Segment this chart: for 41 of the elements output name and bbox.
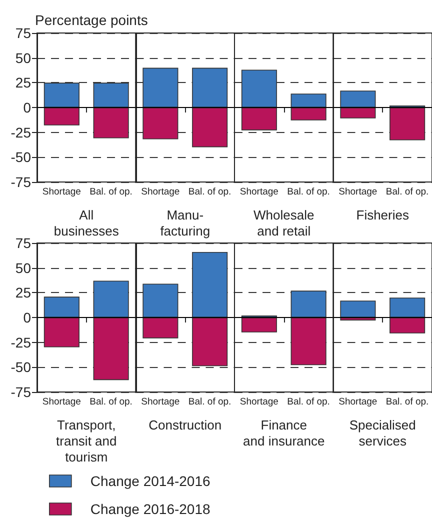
x-tick-label: Bal. of op.	[386, 396, 429, 408]
x-axis-title: Wholesale and retail	[254, 208, 314, 238]
x-axis-title: Fisheries	[356, 208, 410, 222]
legend-label: Change 2016-2018	[90, 501, 210, 517]
y-tick-label: 75	[15, 25, 32, 41]
y-tick-label: 0	[23, 100, 32, 116]
y-tick-label: -50	[10, 359, 32, 376]
x-axis-title: Finance and insurance	[243, 418, 325, 448]
y-tick-label: -75	[10, 174, 32, 190]
legend-label: Change 2014-2016	[90, 473, 210, 489]
x-tick-label: Bal. of op.	[90, 396, 132, 408]
x-tick-label: Shortage	[240, 396, 278, 408]
x-tick-label: Bal. of op.	[188, 186, 232, 198]
x-tick-label: Shortage	[141, 396, 180, 408]
y-tick-label: 0	[23, 310, 32, 326]
x-tick-label: Shortage	[338, 396, 378, 408]
y-tick-label: 50	[15, 260, 32, 276]
y-tick-label: -25	[10, 124, 32, 140]
x-tick-label: Shortage	[141, 186, 180, 198]
x-axis-title: Specialised services	[349, 418, 416, 448]
y-axis-title: Percentage points	[35, 12, 148, 28]
x-tick-label: Shortage	[42, 186, 81, 198]
y-tick-label: 25	[15, 284, 32, 301]
x-tick-label: Bal. of op.	[287, 186, 330, 198]
x-tick-label: Bal. of op.	[188, 396, 232, 408]
x-tick-label: Shortage	[42, 396, 81, 408]
y-tick-label: 50	[15, 50, 32, 66]
y-tick-label: 75	[15, 235, 32, 251]
y-tick-label: -25	[10, 334, 32, 350]
y-tick-label: 25	[15, 74, 32, 91]
x-axis-title: Transport, transit and tourism	[56, 418, 117, 464]
x-axis-title: Construction	[148, 418, 222, 432]
x-axis-title: Manu- facturing	[160, 208, 210, 238]
x-tick-label: Shortage	[240, 186, 278, 198]
x-tick-label: Bal. of op.	[90, 186, 132, 198]
x-tick-label: Bal. of op.	[386, 186, 429, 198]
x-axis-title: All businesses	[54, 208, 120, 238]
y-tick-label: -75	[10, 384, 32, 400]
y-tick-label: -50	[10, 149, 32, 166]
x-tick-label: Shortage	[338, 186, 378, 198]
x-tick-label: Bal. of op.	[287, 396, 330, 408]
